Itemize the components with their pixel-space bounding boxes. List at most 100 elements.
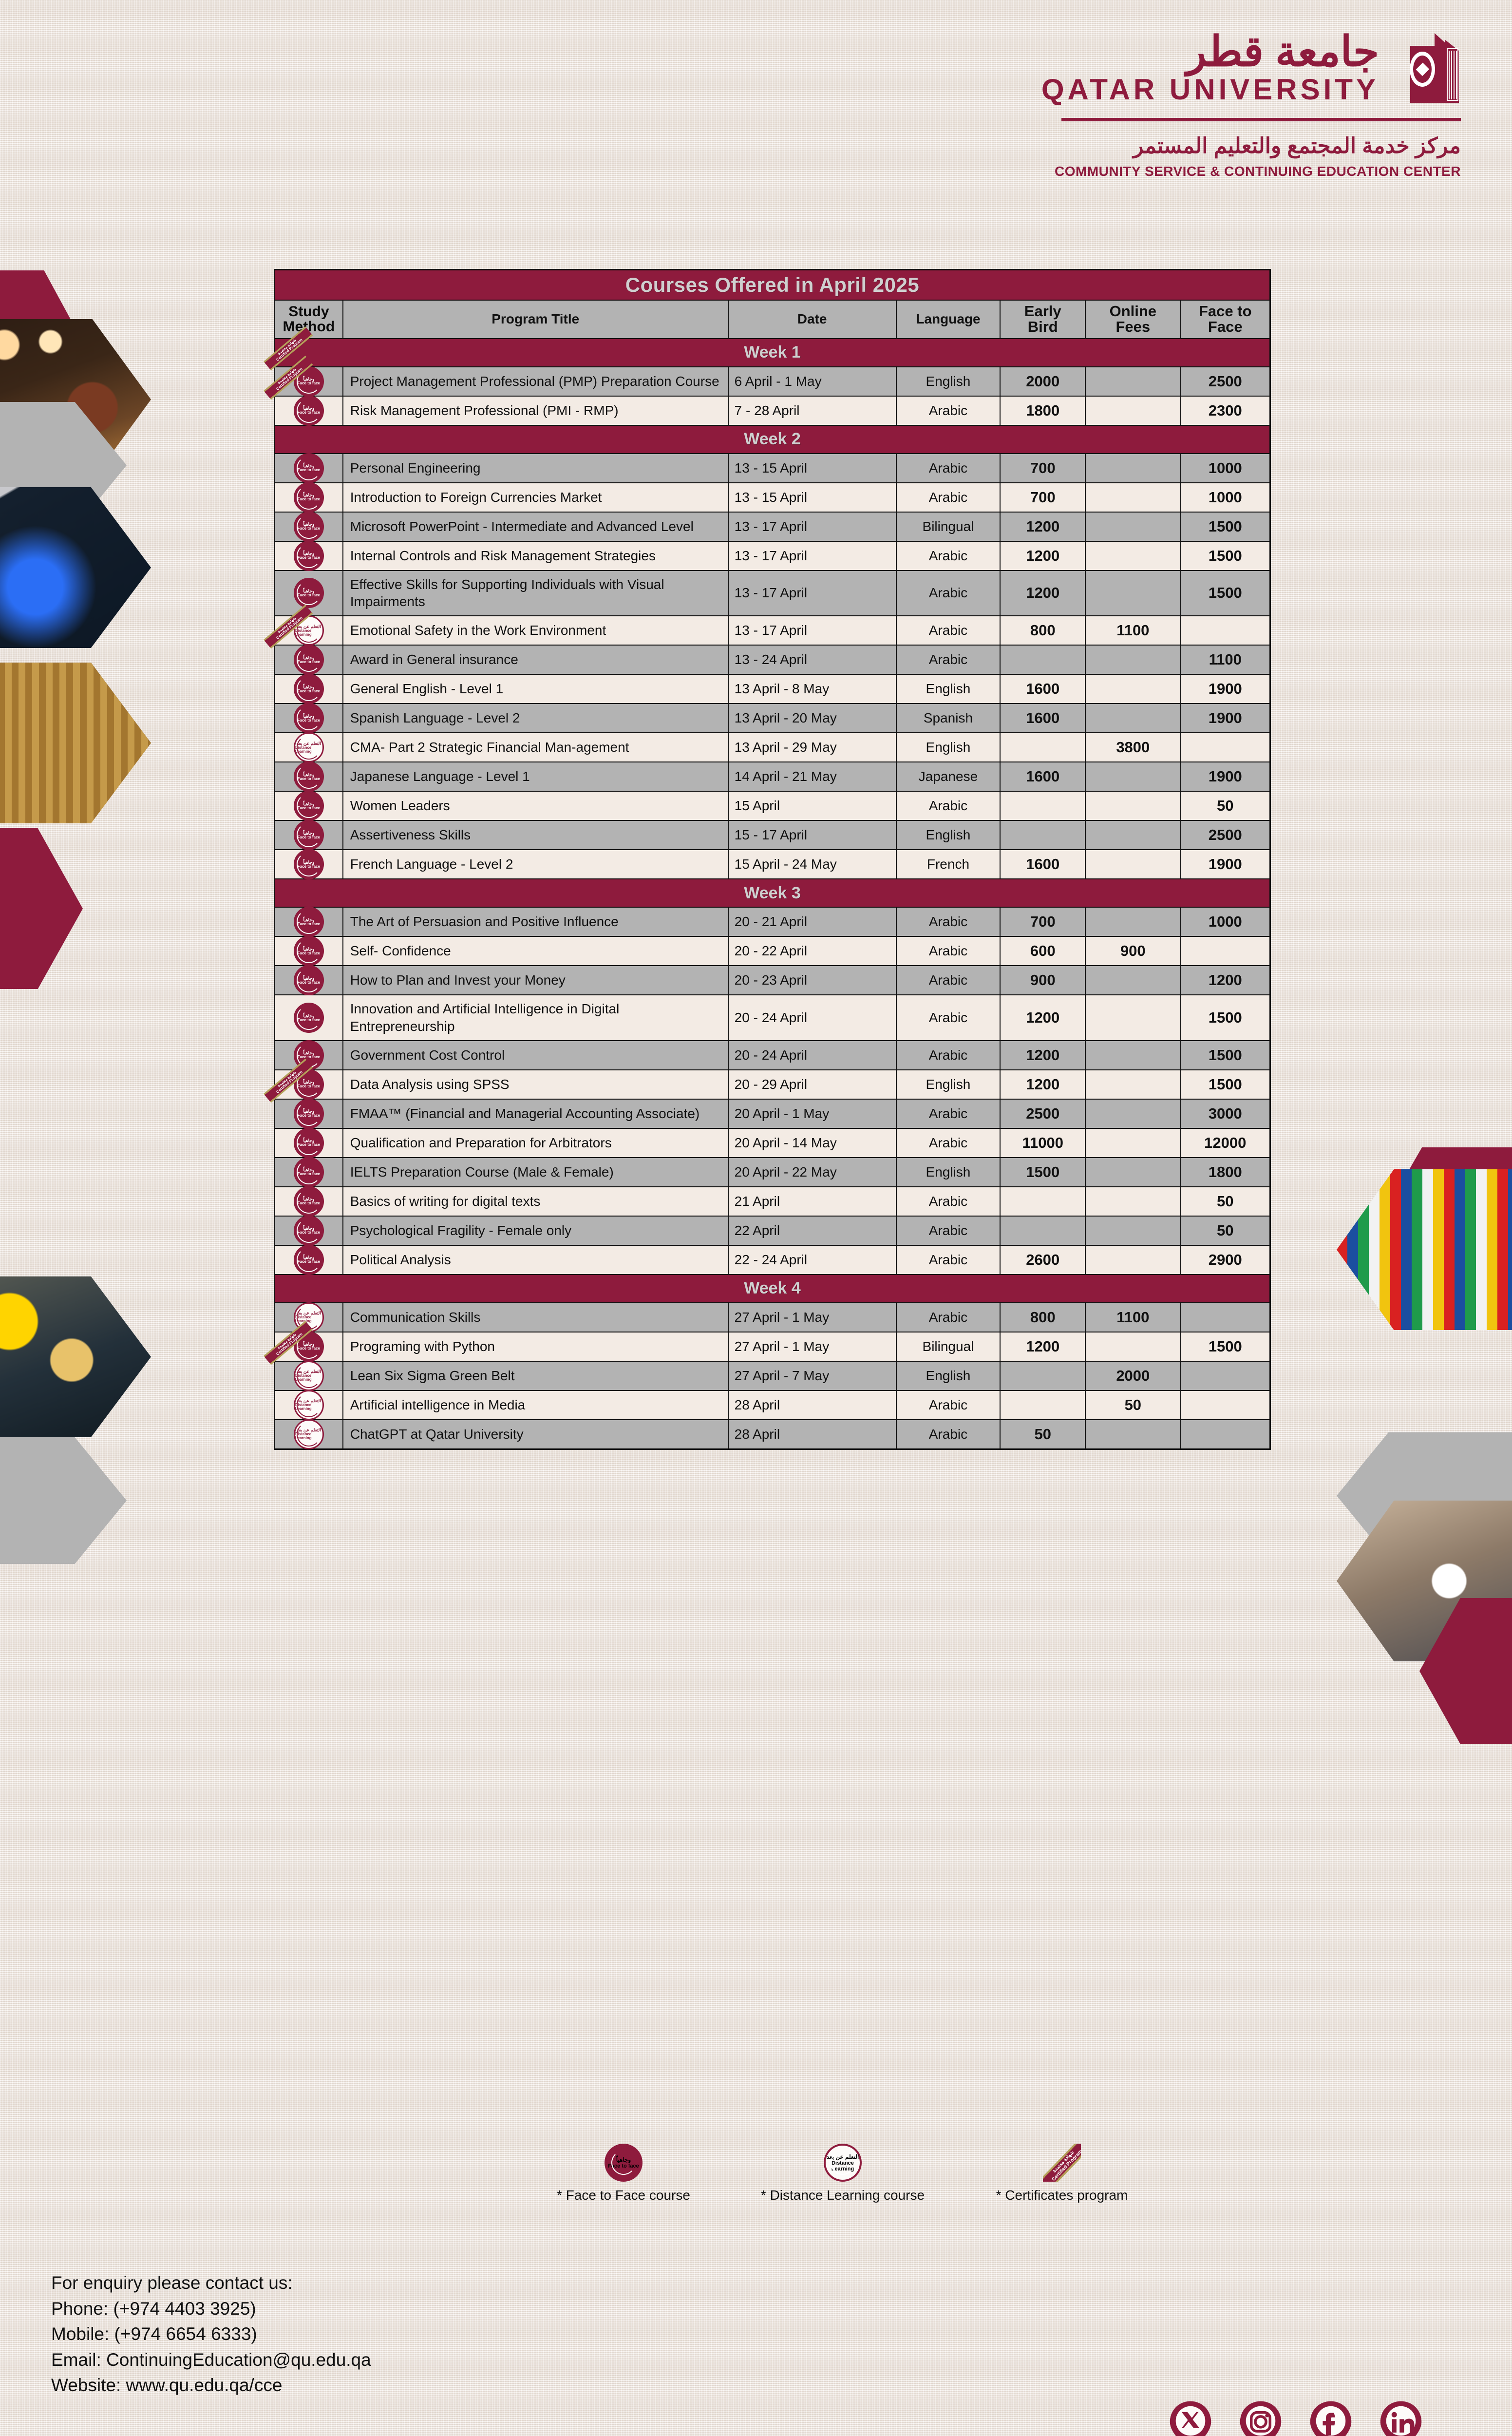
table-row: وجاهياً Face to face IELTS Preparation Cou… [274,1157,1271,1187]
cell-date: 20 - 24 April [727,1040,897,1070]
table-row: وجاهياً Face to face Assertiveness Skills 1… [274,820,1271,851]
cell-language: Bilingual [895,511,1001,542]
legend-label: * Certificates program [996,2188,1128,2203]
table-row: وجاهياً Face to face Psychological Fragili… [274,1215,1271,1246]
social-item[interactable]: @qu_cce [1234,2399,1287,2436]
cell-program-title: General English - Level 1 [342,674,729,704]
brand-header: جامعة قطر QATAR UNIVERSITY مركز خدمة الم… [935,29,1461,179]
cell-language: Japanese [895,761,1001,792]
cell-face-to-face [1180,1360,1271,1391]
cell-online-fees [1085,820,1181,851]
cell-study-method: وجاهياً Face to face [274,907,343,937]
cell-date: 22 - 24 April [727,1244,897,1275]
face-to-face-icon: وجاهياً Face to face [605,2144,643,2182]
legend-item: شهادة معتمدة Certified Program * Certifica… [964,2144,1159,2203]
cell-online-fees [1085,482,1181,513]
cell-study-method: وجاهياً Face to face [274,674,343,704]
table-row: التعلم عن بعد Distance Learning Emotional … [274,615,1271,646]
table-row: وجاهياً Face to face Government Cost Contr… [274,1040,1271,1070]
cell-date: 13 April - 20 May [727,703,897,734]
cell-face-to-face: 12000 [1180,1127,1271,1158]
face-to-face-icon: وجاهياً Face to face [293,1003,324,1033]
cell-program-title: Lean Six Sigma Green Belt [342,1360,729,1391]
cell-early-bird: 2500 [1000,1098,1086,1129]
badge-arc [296,1006,321,1030]
badge-arc [296,581,321,606]
social-item[interactable]: @qu_cce [1164,2399,1217,2436]
contact-email[interactable]: Email: ContinuingEducation@qu.edu.qa [51,2349,371,2370]
cell-face-to-face: 1900 [1180,674,1271,704]
map-pin-shape[interactable] [1379,2399,1423,2436]
cell-date: 27 April - 1 May [727,1331,897,1362]
column-header-language: Language [895,299,1001,339]
contact-website[interactable]: Website: www.qu.edu.qa/cce [51,2375,283,2396]
map-pin-shape[interactable] [1168,2399,1213,2436]
cell-early-bird: 900 [1000,965,1086,996]
face-to-face-icon: وجاهياً Face to face [293,645,324,675]
cell-study-method: وجاهياً Face to face [274,820,343,851]
cell-online-fees [1085,674,1181,704]
cell-language: English [895,732,1001,763]
table-row: وجاهياً Face to face Political Analysis 22 … [274,1244,1271,1275]
cell-face-to-face: 1500 [1180,570,1271,617]
cell-face-to-face: 1500 [1180,1069,1271,1100]
cell-program-title: Psychological Fragility - Female only [342,1215,729,1246]
cell-online-fees [1085,1127,1181,1158]
cell-program-title: Basics of writing for digital texts [342,1186,729,1217]
cell-program-title: How to Plan and Invest your Money [342,965,729,996]
badge-arc [296,647,321,672]
cell-date: 15 - 17 April [727,820,897,851]
cell-date: 13 April - 29 May [727,732,897,763]
cell-date: 13 - 15 April [727,482,897,513]
face-to-face-icon: وجاهياً Face to face [293,1127,324,1158]
social-item[interactable]: Cce QU [1304,2399,1357,2436]
map-pin-shape[interactable] [1238,2399,1283,2436]
cell-language: Arabic [895,540,1001,571]
cell-date: 20 - 23 April [727,965,897,996]
cell-language: English [895,1157,1001,1187]
badge-arc [296,1130,321,1155]
badge-arc [296,1422,321,1446]
face-to-face-icon: وجاهياً Face to face [293,1215,324,1246]
cell-face-to-face: 1500 [1180,540,1271,571]
instagram-icon [1249,2411,1272,2433]
study-method-badge: التعلم عن بعد Distance Learning [275,1419,342,1449]
cell-study-method: وجاهياً Face to face [274,511,343,542]
cell-early-bird: 1600 [1000,761,1086,792]
cell-face-to-face: 1200 [1180,965,1271,996]
cell-program-title: Communication Skills [342,1302,729,1332]
cell-face-to-face: 2500 [1180,366,1271,397]
cell-online-fees [1085,703,1181,734]
cell-online-fees [1085,366,1181,397]
cell-language: Arabic [895,645,1001,675]
cell-online-fees [1085,540,1181,571]
cell-early-bird: 1800 [1000,395,1086,426]
cell-online-fees: 3800 [1085,732,1181,763]
cell-face-to-face [1180,936,1271,967]
cell-study-method: وجاهياً Face to face [274,1215,343,1246]
cell-date: 7 - 28 April [727,395,897,426]
cell-program-title: Emotional Safety in the Work Environment [342,615,729,646]
map-pin-shape[interactable] [1308,2399,1353,2436]
face-to-face-icon: وجاهياً Face to face [293,791,324,821]
column-header-face-to-face: Face to Face [1180,299,1271,339]
cell-face-to-face: 2500 [1180,820,1271,851]
cell-face-to-face: 3000 [1180,1098,1271,1129]
legend-item: التعلم عن بعد Distance Learning * Distance… [745,2144,940,2203]
badge-arc [296,794,321,818]
table-row: شهادة معتمدة Certified Program التعلم عن ب… [264,1320,1271,1391]
cell-online-fees [1085,453,1181,483]
cell-early-bird: 1500 [1000,1157,1086,1187]
cell-early-bird: 700 [1000,453,1086,483]
cell-online-fees [1085,1331,1181,1362]
table-row: وجاهياً Face to face Microsoft PowerPoint … [274,511,1271,542]
face-to-face-icon: وجاهياً Face to face [293,540,324,571]
cell-program-title: Introduction to Foreign Currencies Marke… [342,482,729,513]
cell-early-bird: 1200 [1000,994,1086,1041]
cell-program-title: Assertiveness Skills [342,820,729,851]
cell-online-fees [1085,1186,1181,1217]
badge-arc [296,852,321,877]
courses-schedule-table: Courses Offered in April 2025 Study Method… [264,269,1271,1450]
table-row: وجاهياً Face to face French Language - Lev… [274,849,1271,880]
social-item[interactable]: QU CCE [1375,2399,1427,2436]
